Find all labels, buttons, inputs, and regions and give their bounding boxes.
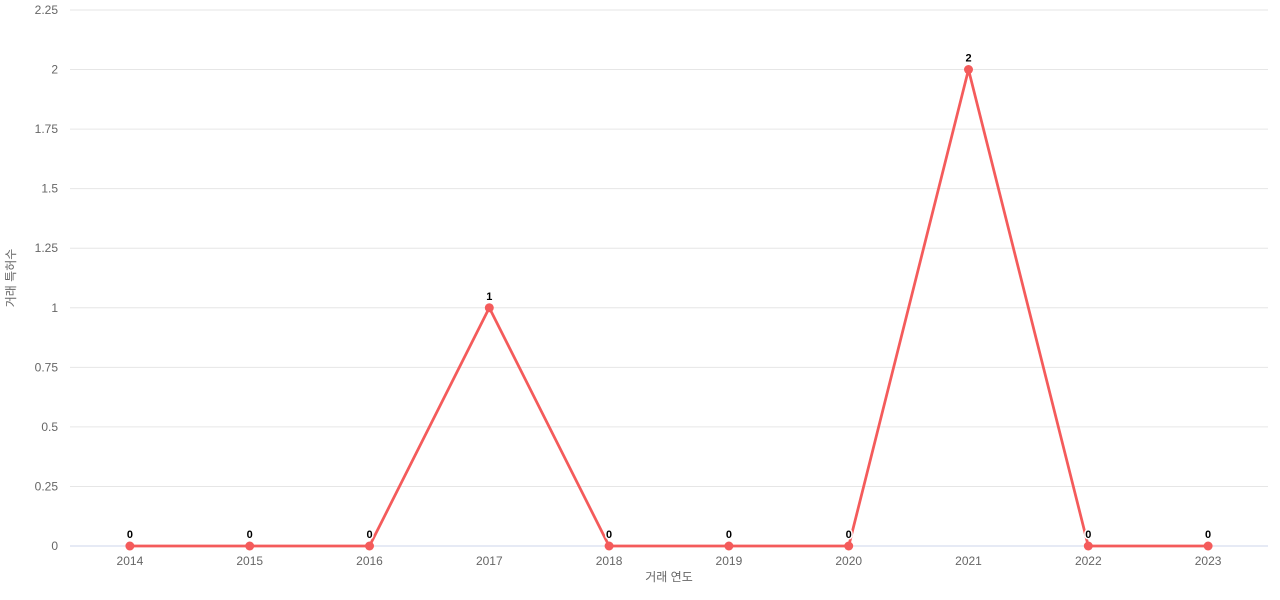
data-point-label: 0	[127, 529, 133, 541]
series-path	[128, 68, 1210, 548]
data-point-label: 1	[486, 291, 492, 303]
series-line	[128, 68, 1210, 548]
y-axis-title: 거래 특허수	[4, 249, 18, 308]
data-labels: 0 0 0 1 0 0 0 2 0 0	[125, 51, 1212, 542]
x-axis-tick-labels: 2014 2015 2016 2017 2018 2019 2020 2021 2022 2023	[117, 554, 1222, 568]
y-tick-label: 0.25	[35, 479, 59, 493]
x-tick-label: 2022	[1075, 554, 1102, 568]
y-tick-label: 2.25	[35, 3, 59, 17]
y-tick-label: 0	[51, 539, 58, 553]
y-tick-label: 1.75	[35, 122, 59, 136]
data-point[interactable]	[1203, 541, 1213, 551]
data-point[interactable]	[125, 541, 135, 551]
y-tick-label: 2	[51, 63, 58, 77]
x-tick-label: 2021	[955, 554, 982, 568]
y-tick-label: 1.25	[35, 241, 59, 255]
x-tick-label: 2023	[1195, 554, 1222, 568]
gridlines	[70, 9, 1268, 547]
x-tick-label: 2016	[356, 554, 383, 568]
x-tick-label: 2019	[716, 554, 743, 568]
data-point-label: 0	[1205, 529, 1211, 541]
x-tick-label: 2017	[476, 554, 503, 568]
y-tick-label: 1	[51, 301, 58, 315]
data-point-label: 0	[846, 529, 852, 541]
data-point-label: 0	[366, 529, 372, 541]
y-tick-label: 0.5	[41, 420, 58, 434]
data-point[interactable]	[724, 541, 734, 551]
data-point[interactable]	[1083, 541, 1093, 551]
data-point[interactable]	[245, 541, 255, 551]
series-markers	[125, 65, 1213, 551]
x-tick-label: 2018	[596, 554, 623, 568]
y-axis-tick-labels: 0 0.25 0.5 0.75 1 1.25 1.5 1.75 2 2.25	[35, 3, 59, 553]
data-point-label: 0	[726, 529, 732, 541]
data-point[interactable]	[844, 541, 854, 551]
data-point-label: 2	[965, 53, 971, 65]
y-tick-label: 1.5	[41, 182, 58, 196]
y-tick-label: 0.75	[35, 360, 59, 374]
x-tick-label: 2015	[236, 554, 263, 568]
x-tick-label: 2014	[117, 554, 144, 568]
data-point[interactable]	[365, 541, 374, 551]
data-point[interactable]	[964, 65, 973, 75]
data-point-label: 0	[606, 529, 612, 541]
x-tick-label: 2020	[835, 554, 862, 568]
data-point-label: 0	[1085, 529, 1091, 541]
data-point-label: 0	[247, 529, 253, 541]
x-axis-title: 거래 연도	[645, 570, 693, 584]
data-point[interactable]	[604, 541, 614, 551]
data-point[interactable]	[484, 303, 494, 313]
